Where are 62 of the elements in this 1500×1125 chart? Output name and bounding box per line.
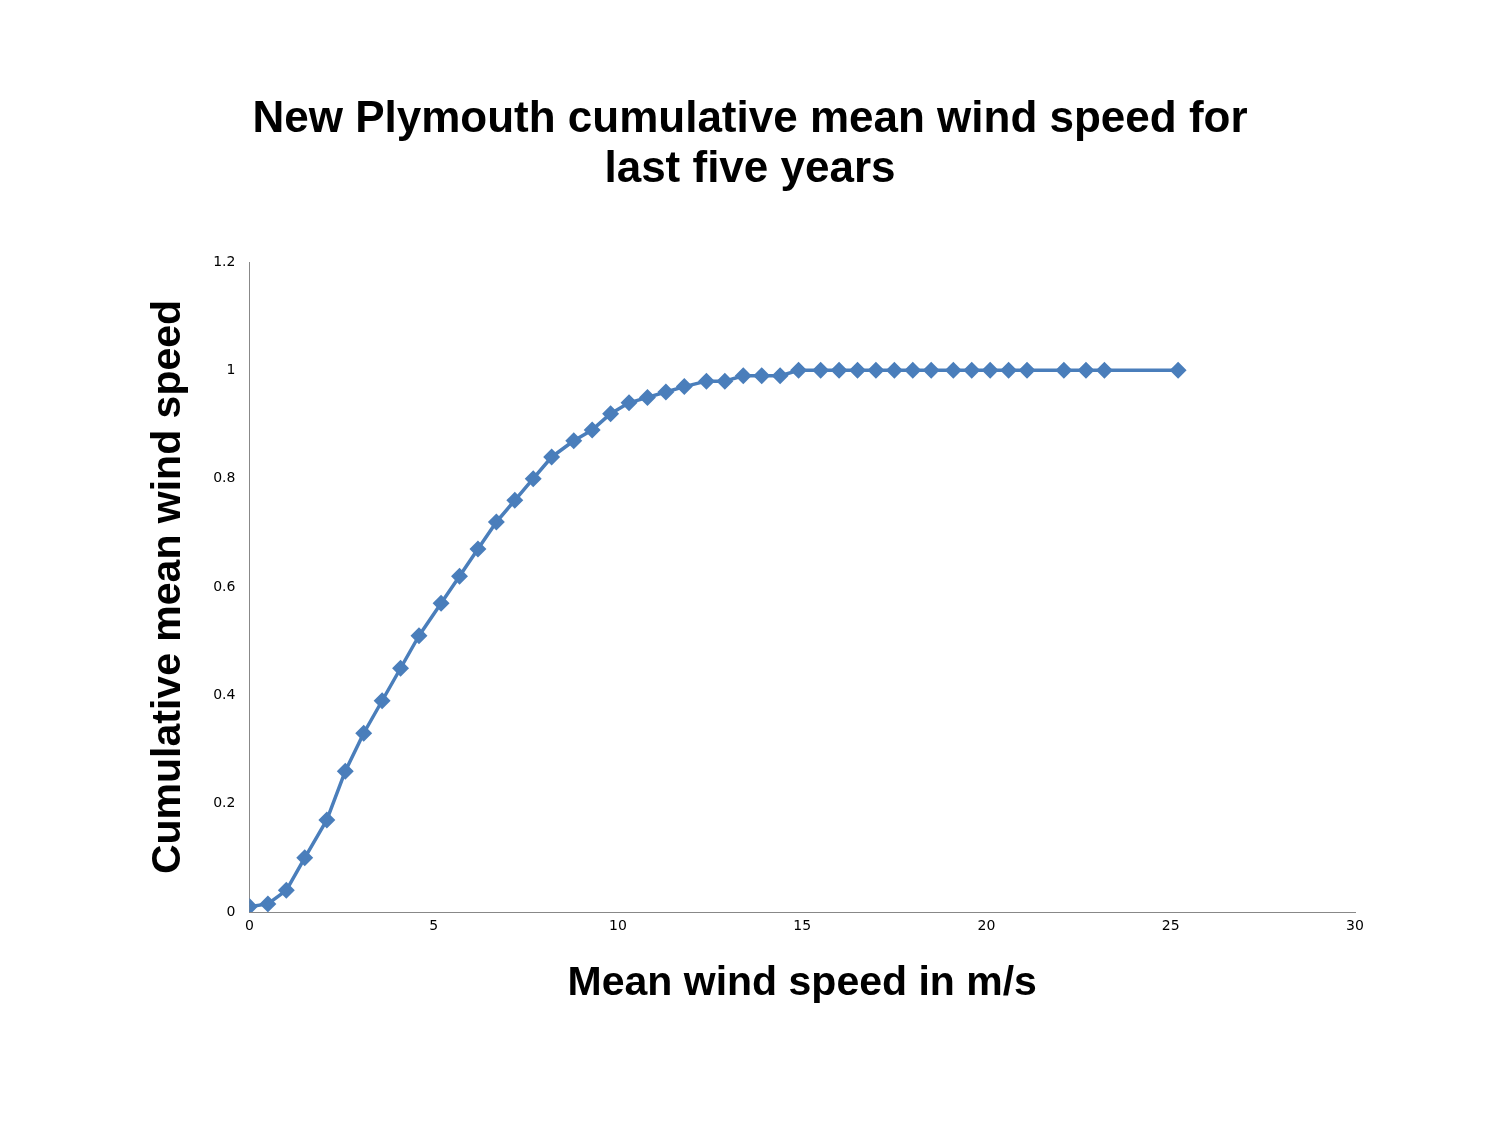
point <box>717 373 733 389</box>
point <box>433 595 449 611</box>
point <box>621 395 637 411</box>
point <box>639 389 656 406</box>
point <box>905 362 921 379</box>
y-tick-label: 0.6 <box>213 577 236 594</box>
point <box>790 362 807 379</box>
point <box>451 568 468 584</box>
point <box>849 362 866 379</box>
x-tick-label: 20 <box>977 917 996 934</box>
point <box>812 362 829 379</box>
y-axis-title: Cumulative mean wind speed <box>142 299 189 875</box>
x-tick-label: 25 <box>1161 917 1180 934</box>
point <box>772 368 788 384</box>
point <box>337 763 354 779</box>
point <box>525 470 541 487</box>
x-tick-label: 10 <box>609 917 627 934</box>
point <box>1096 362 1113 379</box>
point <box>602 405 619 422</box>
point <box>886 362 903 379</box>
point <box>278 882 295 899</box>
point <box>658 384 674 400</box>
point <box>319 812 335 828</box>
y-tick-label: 0.8 <box>213 469 236 486</box>
point <box>923 362 939 379</box>
point <box>566 433 582 449</box>
point <box>488 514 505 530</box>
y-tick-label: 1.2 <box>213 252 236 269</box>
point <box>982 362 998 379</box>
point <box>507 492 523 509</box>
x-tick-label: 5 <box>429 917 439 934</box>
point <box>945 362 962 379</box>
x-tick-label: 15 <box>793 917 812 934</box>
point <box>411 628 427 644</box>
point <box>374 693 390 709</box>
y-tick-label: 0.4 <box>213 685 236 702</box>
point <box>355 725 372 741</box>
x-tick-label: 0 <box>245 917 254 934</box>
point <box>1000 362 1017 379</box>
point <box>1019 362 1035 379</box>
y-tick-label: 0.2 <box>213 794 236 811</box>
point <box>296 850 313 866</box>
point <box>698 373 715 389</box>
point <box>543 449 560 465</box>
point <box>1056 362 1072 379</box>
y-tick-label: 0 <box>226 902 236 919</box>
x-tick-label: 30 <box>1346 917 1364 934</box>
point <box>831 362 847 379</box>
point <box>1078 362 1094 379</box>
y-tick-label: 1 <box>226 360 236 377</box>
point <box>584 422 600 438</box>
point <box>964 362 980 379</box>
point <box>392 660 409 676</box>
chart-title: New Plymouth cumulative mean wind speed for last five years <box>251 92 1249 192</box>
x-axis-title: Mean wind speed in m/s <box>567 957 1037 1004</box>
point <box>1170 362 1186 379</box>
point <box>260 896 276 912</box>
point <box>676 378 693 395</box>
point <box>470 541 486 557</box>
point <box>735 368 752 384</box>
point <box>868 362 884 379</box>
point <box>753 368 770 384</box>
